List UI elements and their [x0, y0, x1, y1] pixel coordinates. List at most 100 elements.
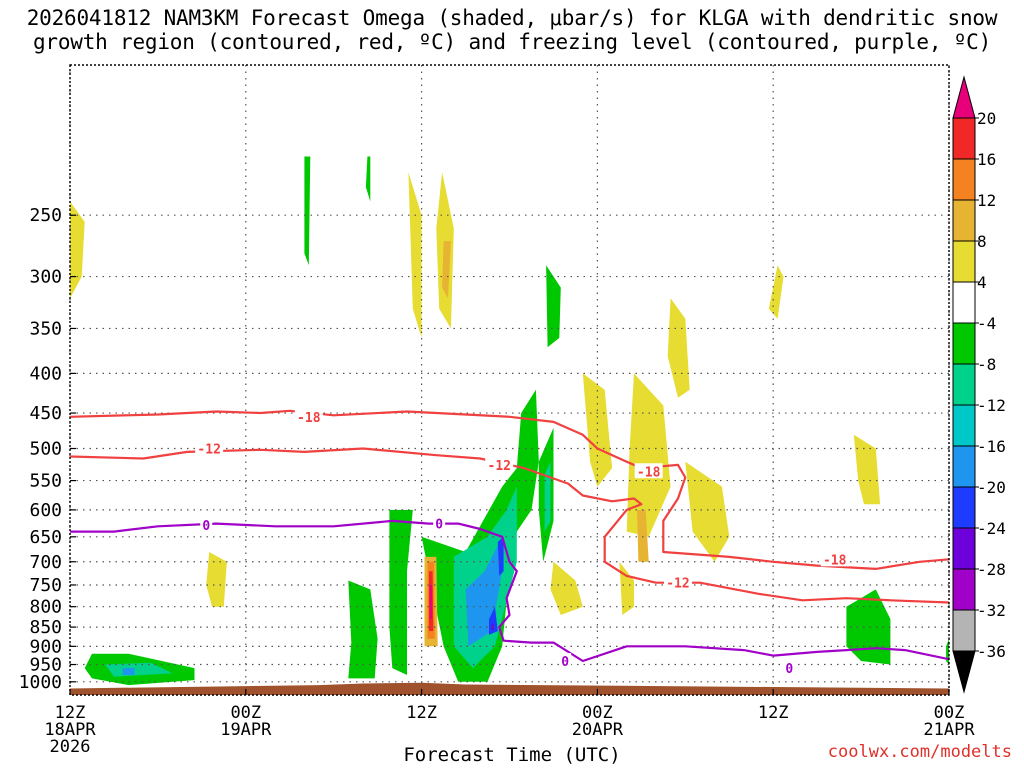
omega-area-negative-20 — [389, 509, 413, 675]
y-tick-label-550: 550 — [29, 471, 62, 492]
omega-area-positive-5 — [768, 265, 784, 319]
title-line-2: growth region (contoured, red, ºC) and f… — [32, 30, 992, 54]
y-tick-label-900: 900 — [29, 636, 62, 657]
x-tick-date-12: 19APR — [220, 720, 272, 740]
omega-area-positive-13 — [619, 561, 634, 615]
contour-label-dendritic-minus12-label3: -12 — [488, 459, 511, 474]
contour-label-freezing-0-label4: 0 — [785, 662, 793, 677]
colorbar-label-10: -24 — [977, 519, 1006, 538]
contour-lines: -18 -12 -18 -12 -12 -18 0 0 0 0 — [70, 408, 949, 677]
colorbar-label-5: -4 — [977, 314, 996, 333]
x-tick-year-0: 2026 — [50, 737, 91, 757]
omega-area-negative-14 — [304, 156, 311, 266]
omega-shading — [70, 156, 949, 686]
contour-label-bg-dendritic-minus18 — [294, 408, 323, 424]
omega-area-positive-3 — [442, 241, 451, 299]
y-tick-label-850: 850 — [29, 617, 62, 638]
y-tick-label-350: 350 — [29, 318, 62, 339]
y-tick-label-650: 650 — [29, 527, 62, 548]
x-axis-title: Forecast Time (UTC) — [403, 744, 621, 766]
chart-title: 2026041812 NAM3KM Forecast Omega (shaded… — [0, 6, 1024, 54]
contour-label-bg-dendritic-minus18-label3 — [634, 463, 663, 479]
contour-label-bg-freezing-0-label2 — [433, 515, 446, 531]
omega-area-negative-19 — [122, 668, 135, 675]
omega-area-positive-8 — [637, 509, 649, 562]
y-tick-label-800: 800 — [29, 597, 62, 618]
omega-area-negative-16 — [546, 265, 561, 348]
axes: 2503003504004505005506006507007508008509… — [19, 64, 975, 757]
omega-area-negative-22 — [421, 389, 539, 682]
omega-area-positive-0 — [70, 201, 85, 299]
contour-label-freezing-0: 0 — [202, 519, 210, 534]
y-tick-label-750: 750 — [29, 575, 62, 596]
colorbar-label-8: -16 — [977, 437, 1006, 456]
x-tick-date-60: 21APR — [923, 720, 975, 740]
y-tick-label-600: 600 — [29, 500, 62, 521]
y-tick-label-250: 250 — [29, 205, 62, 226]
contour-label-bg-dendritic-minus12 — [195, 440, 224, 456]
omega-area-negative-29 — [544, 461, 551, 532]
y-tick-label-400: 400 — [29, 363, 62, 384]
terrain-layer — [70, 682, 949, 695]
colorbar-swatch-9 — [952, 445, 976, 488]
omega-area-positive-11 — [206, 552, 227, 607]
colorbar-label-2: 12 — [977, 191, 996, 210]
omega-area-positive-1 — [408, 172, 422, 338]
contour-label-dendritic-minus12: -12 — [197, 443, 220, 458]
contour-label-bg-dendritic-minus12-label2 — [663, 574, 692, 590]
x-tick-label-24: 12Z — [406, 703, 437, 723]
omega-area-positive-4 — [667, 298, 690, 398]
x-tick-label-36: 00Z — [582, 703, 613, 723]
x-tick-label-0: 12Z — [55, 703, 86, 723]
colorbar-swatch-1 — [952, 117, 976, 160]
colorbar-swatch-10 — [952, 486, 976, 529]
contour-label-dendritic-minus18: -18 — [297, 411, 321, 426]
colorbar-label-4: 4 — [977, 273, 987, 292]
contour-freezing-0 — [70, 519, 949, 663]
omega-area-negative-18 — [105, 662, 173, 677]
colorbar-swatch-2 — [952, 158, 976, 201]
contour-label-dendritic-minus18-label2: -18 — [823, 553, 847, 568]
colorbar-swatch-4 — [952, 240, 976, 283]
omega-area-positive-7 — [626, 373, 671, 537]
contour-label-freezing-0-label2: 0 — [435, 518, 443, 533]
colorbar-label-13: -36 — [977, 642, 1006, 661]
contour-label-dendritic-minus18-label3: -18 — [637, 465, 661, 480]
title-line-1: 2026041812 NAM3KM Forecast Omega (shaded… — [26, 6, 998, 30]
colorbar: 20 16 12 8 4 -4 -8 -12 -16 -20 -24 -28 -32 -36 — [952, 75, 1006, 694]
colorbar-swatch-5 — [952, 281, 976, 324]
colorbar-swatch-top — [952, 75, 976, 119]
colorbar-swatch-bottom — [952, 650, 976, 694]
contour-dendritic-minus12 — [70, 447, 949, 604]
terrain-ground — [70, 682, 949, 695]
omega-area-positive-12 — [550, 561, 583, 615]
x-tick-label-12: 00Z — [230, 703, 261, 723]
y-tick-label-500: 500 — [29, 439, 62, 460]
contour-label-bg-freezing-0-label4 — [783, 660, 796, 676]
x-tick-date-0: 18APR — [44, 720, 96, 740]
colorbar-swatch-13 — [952, 609, 976, 652]
x-tick-label-48: 12Z — [758, 703, 789, 723]
omega-area-positive_core-35 — [429, 585, 432, 620]
y-tick-label-450: 450 — [29, 403, 62, 424]
contour-label-bg-freezing-0 — [200, 517, 213, 533]
colorbar-label-0: 20 — [977, 109, 996, 128]
omega-area-negative-21 — [348, 580, 378, 679]
omega-area-positive-9 — [685, 461, 730, 562]
omega-area-negative-25 — [489, 606, 498, 635]
omega-area-negative-15 — [365, 156, 371, 202]
contour-label-bg-freezing-0-label3 — [559, 652, 572, 668]
x-tick-label-60: 00Z — [934, 703, 965, 723]
colorbar-label-6: -8 — [977, 355, 996, 374]
contour-label-bg-dendritic-minus12-label3 — [485, 456, 514, 472]
omega-area-positive-10 — [853, 434, 881, 505]
colorbar-label-11: -28 — [977, 560, 1006, 579]
contour-label-dendritic-minus12-label2: -12 — [666, 577, 689, 592]
contour-label-bg-dendritic-minus18-label2 — [820, 551, 849, 567]
colorbar-label-7: -12 — [977, 396, 1006, 415]
colorbar-swatch-12 — [952, 568, 976, 611]
colorbar-label-9: -20 — [977, 478, 1006, 497]
colorbar-swatch-3 — [952, 199, 976, 242]
plot-frame — [69, 64, 950, 696]
